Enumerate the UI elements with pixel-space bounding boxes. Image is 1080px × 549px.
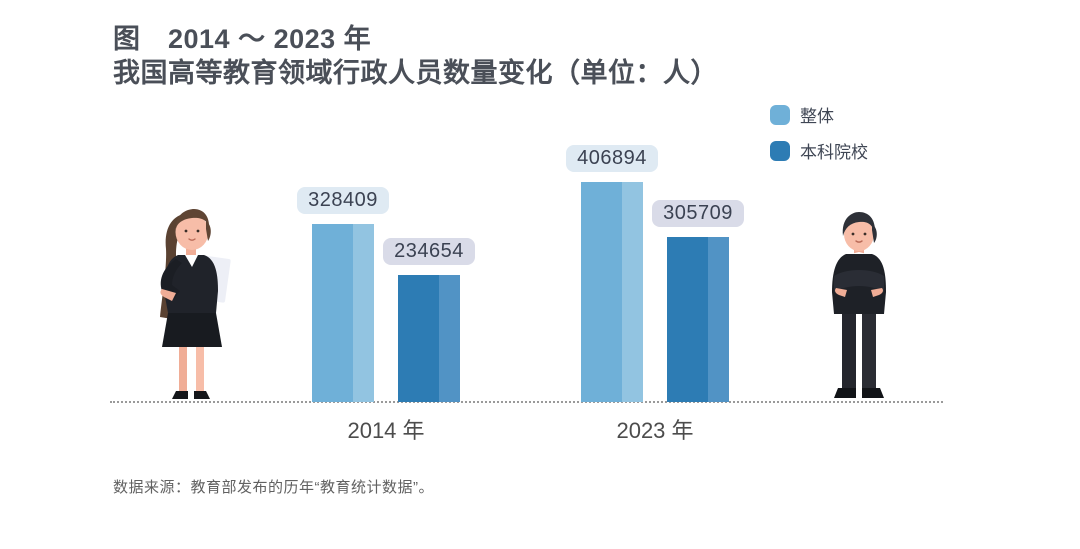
- chart-legend: 整体 本科院校: [770, 102, 868, 163]
- bar-rect: [312, 224, 374, 402]
- chart-title-line1: 图 2014 ～ 2023 年: [113, 24, 372, 54]
- legend-item-overall: 整体: [770, 102, 868, 127]
- bar-rect: [398, 275, 460, 402]
- bar-rect: [581, 182, 643, 402]
- male-office-worker-illustration: [832, 212, 886, 398]
- category-label-2023: 2023 年: [616, 418, 694, 443]
- legend-swatch-undergraduate-icon: [770, 140, 790, 161]
- value-label-overall-2014: 328409: [297, 187, 389, 214]
- legend-label-overall: 整体: [800, 107, 834, 126]
- category-label-2014: 2014 年: [347, 418, 425, 443]
- value-label-undergraduate-2014: 234654: [383, 238, 475, 265]
- chart-title-line2: 我国高等教育领域行政人员数量变化（单位：人）: [113, 58, 718, 88]
- legend-label-undergraduate: 本科院校: [800, 143, 868, 162]
- legend-swatch-overall-icon: [770, 104, 790, 125]
- data-source-note: 数据来源：教育部发布的历年“教育统计数据”。: [113, 479, 434, 496]
- bar-rect: [667, 237, 729, 402]
- female-office-worker-illustration: [160, 209, 231, 399]
- chart-baseline: [110, 401, 943, 403]
- legend-item-undergraduate: 本科院校: [770, 138, 868, 163]
- value-label-overall-2023: 406894: [566, 145, 658, 172]
- value-label-undergraduate-2023: 305709: [652, 200, 744, 227]
- chart-title: 图 2014 ～ 2023 年 我国高等教育领域行政人员数量变化（单位：人）: [113, 22, 718, 90]
